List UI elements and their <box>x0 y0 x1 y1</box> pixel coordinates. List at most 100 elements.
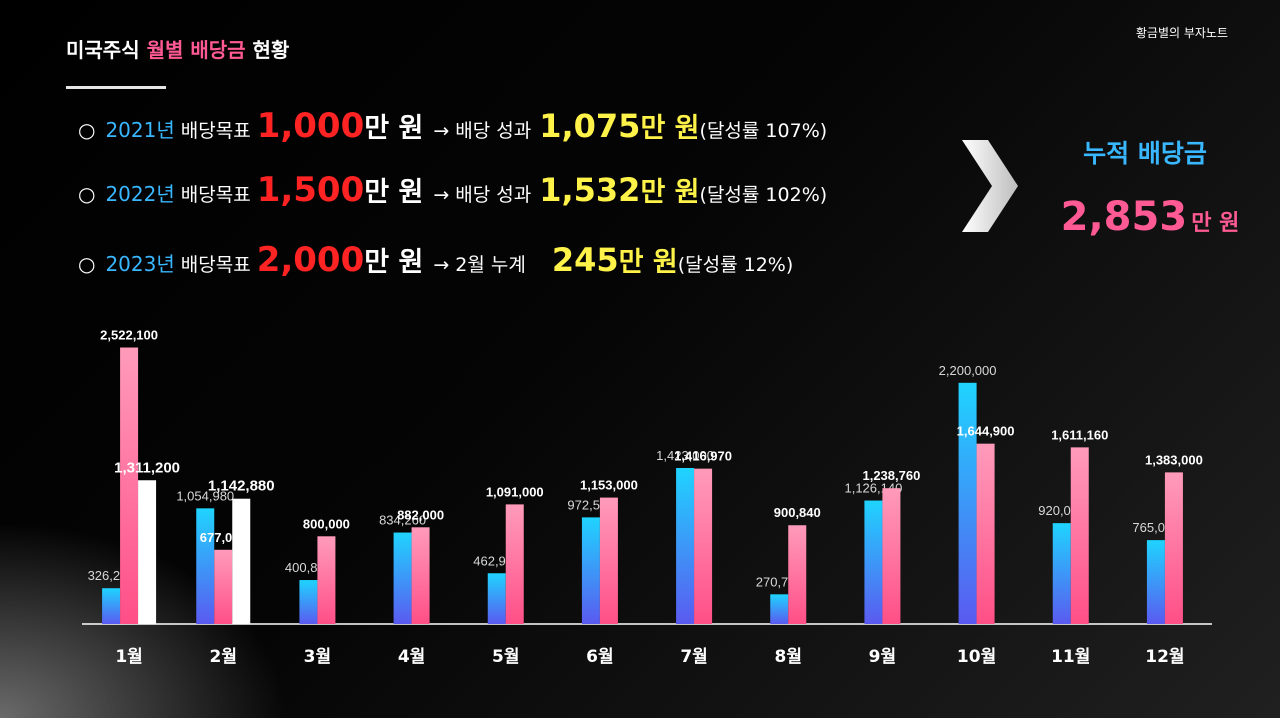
goal-row-2022: ○ 2022년 배당목표 1,500 만 원 → 배당 성과 1,532 만 원… <box>78 170 827 212</box>
result-unit: 만 원 <box>640 177 700 208</box>
data-label: 1,153,000 <box>580 478 638 493</box>
goal-target: 1,500 <box>256 170 365 210</box>
data-label: 1,142,880 <box>208 478 275 495</box>
bar-series-1-bar <box>393 532 412 624</box>
arrow-icon: → <box>433 254 450 276</box>
goal-row-2021: ○ 2021년 배당목표 1,000 만 원 → 배당 성과 1,075 만 원… <box>78 106 827 148</box>
bar-series-1-bar <box>299 580 318 624</box>
cumulative-label: 누적 배당금 <box>1083 139 1207 168</box>
data-label: 2,200,000 <box>939 363 997 378</box>
bar-series-2-bar <box>694 468 713 624</box>
page-title: 미국주식 월별 배당금 현황 <box>66 34 289 63</box>
data-label: 1,238,760 <box>862 468 920 483</box>
title-suffix: 현황 <box>252 38 290 62</box>
result-value: 245 <box>551 241 619 279</box>
achievement-rate: (달성률 107%) <box>699 120 828 142</box>
bar-series-2-bar <box>788 525 807 624</box>
goal-target-unit: 만 원 <box>364 247 424 278</box>
title-prefix: 미국주식 <box>66 38 140 62</box>
data-label: 900,840 <box>774 505 821 520</box>
bar-series-2-bar <box>120 347 139 624</box>
data-label: 1,091,000 <box>486 484 544 499</box>
x-tick-label: 11월 <box>1051 647 1090 667</box>
result-value: 1,075 <box>539 107 641 145</box>
bar-series-1-bar <box>102 588 121 624</box>
x-tick-label: 9월 <box>869 647 896 667</box>
x-tick-label: 6월 <box>586 647 613 667</box>
goal-year: 2021년 <box>105 118 175 142</box>
bar-series-2-bar <box>214 549 233 624</box>
bar-series-1-bar <box>676 467 695 624</box>
x-tick-label: 4월 <box>398 647 425 667</box>
x-tick-label: 5월 <box>492 647 519 667</box>
cumulative-value: 2,853 만 원 <box>1050 194 1250 240</box>
result-unit: 만 원 <box>618 247 678 278</box>
data-label: 1,311,200 <box>114 459 180 476</box>
chevron-right-icon <box>962 140 1018 232</box>
goal-target: 1,000 <box>256 106 365 146</box>
x-tick-label: 2월 <box>210 647 237 667</box>
monthly-dividend-chart: 326,2902,522,1001,311,2001월1,054,980677,… <box>82 330 1212 667</box>
result-label: 배당 성과 <box>455 184 532 206</box>
bullet-circle: ○ <box>78 182 96 206</box>
achievement-rate: (달성률 12%) <box>677 254 794 276</box>
goal-label: 배당목표 <box>180 254 251 276</box>
data-label: 1,611,160 <box>1051 427 1108 442</box>
bullet-circle: ○ <box>78 118 96 142</box>
x-tick-label: 3월 <box>304 647 331 667</box>
goal-row-2023: ○ 2023년 배당목표 2,000 만 원 → 2월 누계 245 만 원 (… <box>78 240 793 282</box>
data-label: 834,260 <box>379 513 426 528</box>
data-label: 800,000 <box>303 516 350 531</box>
data-label: 2,522,100 <box>100 330 158 343</box>
brand-label: 황금별의 부자노트 <box>1135 26 1228 40</box>
bar-series-1-bar <box>1052 523 1071 624</box>
achievement-rate: (달성률 102%) <box>699 184 828 206</box>
bar-series-2-bar <box>317 536 336 624</box>
bar-series-2-bar <box>411 527 430 624</box>
data-label: 1,423,000 <box>656 448 714 463</box>
bar-series-1-bar <box>958 382 977 624</box>
result-unit: 만 원 <box>640 113 700 144</box>
goal-target-unit: 만 원 <box>364 177 424 208</box>
x-tick-label: 10월 <box>957 647 996 667</box>
goal-label: 배당목표 <box>180 184 251 206</box>
data-label: 1,383,000 <box>1145 452 1203 467</box>
data-label: 882,000 <box>397 507 444 522</box>
bar-series-3-bar <box>232 498 251 624</box>
goal-year: 2023년 <box>105 252 175 276</box>
bar-series-2-bar <box>976 443 995 624</box>
bar-series-1-bar <box>770 594 789 624</box>
bar-series-2-bar <box>1164 472 1183 624</box>
result-label: 배당 성과 <box>455 120 532 142</box>
title-highlight: 월별 배당금 <box>146 38 246 62</box>
data-label: 1,644,900 <box>957 424 1015 439</box>
cumulative-number: 2,853 <box>1060 194 1188 240</box>
goal-year: 2022년 <box>105 182 175 206</box>
x-tick-label: 7월 <box>680 647 707 667</box>
bar-series-1-bar <box>196 508 215 624</box>
arrow-icon: → <box>433 120 450 142</box>
bar-series-3-bar <box>138 480 157 624</box>
bar-series-2-bar <box>505 504 524 624</box>
goal-label: 배당목표 <box>180 120 251 142</box>
arrow-icon: → <box>433 184 450 206</box>
x-tick-label: 1월 <box>115 647 142 667</box>
bar-series-2-bar <box>882 488 901 624</box>
bar-series-1-bar <box>1146 540 1165 624</box>
result-label: 2월 누계 <box>455 254 526 276</box>
result-value: 1,532 <box>539 171 641 209</box>
bar-series-1-bar <box>487 573 506 624</box>
bar-series-1-bar <box>864 500 883 624</box>
x-tick-label: 8월 <box>775 647 802 667</box>
data-label: 1,416,970 <box>674 449 732 464</box>
goal-target-unit: 만 원 <box>364 113 424 144</box>
bar-series-2-bar <box>599 497 618 624</box>
bullet-circle: ○ <box>78 252 96 276</box>
goal-target: 2,000 <box>256 240 365 280</box>
bar-series-2-bar <box>1070 447 1089 624</box>
bar-series-1-bar <box>581 517 600 624</box>
cumulative-unit: 만 원 <box>1191 211 1240 236</box>
x-tick-label: 12월 <box>1145 647 1184 667</box>
title-underline <box>66 86 166 89</box>
data-label: 1,054,980 <box>176 488 234 503</box>
